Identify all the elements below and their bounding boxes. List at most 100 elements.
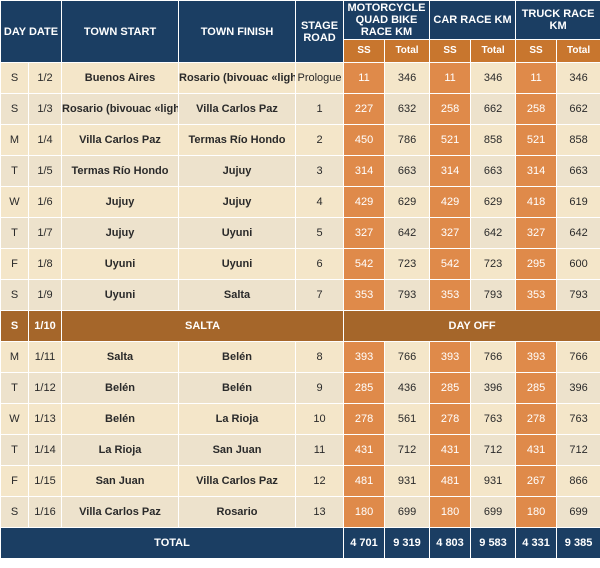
rest-day-row: S 1/10 SALTA DAY OFF xyxy=(0,310,600,342)
truck-total-cell: 642 xyxy=(556,217,600,249)
town-start-cell: Villa Carlos Paz xyxy=(61,124,180,156)
truck-total-cell: 793 xyxy=(556,279,600,311)
town-finish-cell: Rosario xyxy=(178,496,297,528)
header-truck-ss: SS xyxy=(515,39,558,63)
truck-ss-cell: 285 xyxy=(515,372,558,404)
town-start-cell: Belén xyxy=(61,403,180,435)
date-cell: 1/9 xyxy=(27,279,63,311)
day-cell: T xyxy=(0,217,29,249)
total-car-total: 9 583 xyxy=(470,527,517,559)
total-truck-total: 9 385 xyxy=(556,527,600,559)
moto-ss-cell: 450 xyxy=(343,124,386,156)
header-town-start: TOWN START xyxy=(61,0,180,63)
date-cell: 1/16 xyxy=(27,496,63,528)
table-row: W 1/13 Belén La Rioja 10 278 561 278 763 278 763 xyxy=(0,403,600,435)
moto-total-cell: 561 xyxy=(384,403,431,435)
truck-ss-cell: 295 xyxy=(515,248,558,280)
town-start-cell: Jujuy xyxy=(61,186,180,218)
town-start-cell: Buenos Aires xyxy=(61,62,180,94)
day-cell: F xyxy=(0,465,29,497)
truck-total-cell: 619 xyxy=(556,186,600,218)
stage-cell: 2 xyxy=(295,124,345,156)
car-ss-cell: 258 xyxy=(429,93,472,125)
truck-total-cell: 699 xyxy=(556,496,600,528)
town-finish-cell: Villa Carlos Paz xyxy=(178,465,297,497)
table-row: M 1/4 Villa Carlos Paz Termas Río Hondo 2 450… xyxy=(0,124,600,156)
car-total-cell: 629 xyxy=(470,186,517,218)
table-row: T 1/7 Jujuy Uyuni 5 327 642 327 642 327 642 xyxy=(0,217,600,249)
truck-total-cell: 663 xyxy=(556,155,600,187)
day-cell: S xyxy=(0,279,29,311)
table-row: S 1/16 Villa Carlos Paz Rosario 13 180 699 180 6… xyxy=(0,496,600,528)
car-total-cell: 858 xyxy=(470,124,517,156)
header-car-ss: SS xyxy=(429,39,472,63)
stage-cell: 7 xyxy=(295,279,345,311)
truck-ss-cell: 353 xyxy=(515,279,558,311)
header-town-finish: TOWN FINISH xyxy=(178,0,297,63)
header-truck-total: Total xyxy=(556,39,600,63)
truck-total-cell: 712 xyxy=(556,434,600,466)
header-stage-road: STAGE ROAD xyxy=(295,0,345,63)
town-finish-cell: Villa Carlos Paz xyxy=(178,93,297,125)
moto-total-cell: 632 xyxy=(384,93,431,125)
town-finish-cell: San Juan xyxy=(178,434,297,466)
truck-ss-cell: 418 xyxy=(515,186,558,218)
car-total-cell: 723 xyxy=(470,248,517,280)
stage-cell: 5 xyxy=(295,217,345,249)
moto-ss-cell: 278 xyxy=(343,403,386,435)
car-total-cell: 699 xyxy=(470,496,517,528)
truck-ss-cell: 11 xyxy=(515,62,558,94)
town-finish-cell: Jujuy xyxy=(178,186,297,218)
town-start-cell: Jujuy xyxy=(61,217,180,249)
moto-ss-cell: 429 xyxy=(343,186,386,218)
town-finish-cell: Jujuy xyxy=(178,155,297,187)
moto-total-cell: 663 xyxy=(384,155,431,187)
car-ss-cell: 314 xyxy=(429,155,472,187)
moto-total-cell: 699 xyxy=(384,496,431,528)
car-ss-cell: 542 xyxy=(429,248,472,280)
town-start-cell: Termas Río Hondo xyxy=(61,155,180,187)
header-truck: TRUCK RACE KM xyxy=(515,0,600,40)
moto-ss-cell: 180 xyxy=(343,496,386,528)
car-total-cell: 763 xyxy=(470,403,517,435)
total-moto-total: 9 319 xyxy=(384,527,431,559)
moto-ss-cell: 431 xyxy=(343,434,386,466)
table-row: T 1/5 Termas Río Hondo Jujuy 3 314 663 314 663 31… xyxy=(0,155,600,187)
truck-ss-cell: 521 xyxy=(515,124,558,156)
day-cell: T xyxy=(0,372,29,404)
moto-ss-cell: 542 xyxy=(343,248,386,280)
truck-ss-cell: 278 xyxy=(515,403,558,435)
day-cell: F xyxy=(0,248,29,280)
truck-ss-cell: 314 xyxy=(515,155,558,187)
table-row: M 1/11 Salta Belén 8 393 766 393 766 393 766 xyxy=(0,341,600,373)
day-cell: S xyxy=(0,93,29,125)
table-row: T 1/14 La Rioja San Juan 11 431 712 431 712 431 71… xyxy=(0,434,600,466)
day-cell: W xyxy=(0,403,29,435)
town-finish-cell: Uyuni xyxy=(178,248,297,280)
car-total-cell: 793 xyxy=(470,279,517,311)
town-start-cell: San Juan xyxy=(61,465,180,497)
moto-ss-cell: 327 xyxy=(343,217,386,249)
truck-ss-cell: 267 xyxy=(515,465,558,497)
town-finish-cell: Termas Río Hondo xyxy=(178,124,297,156)
moto-ss-cell: 481 xyxy=(343,465,386,497)
date-cell: 1/10 xyxy=(27,310,63,342)
date-cell: 1/8 xyxy=(27,248,63,280)
stage-cell: 8 xyxy=(295,341,345,373)
moto-total-cell: 793 xyxy=(384,279,431,311)
moto-ss-cell: 11 xyxy=(343,62,386,94)
moto-total-cell: 629 xyxy=(384,186,431,218)
truck-ss-cell: 180 xyxy=(515,496,558,528)
car-total-cell: 396 xyxy=(470,372,517,404)
stage-cell: 6 xyxy=(295,248,345,280)
car-ss-cell: 11 xyxy=(429,62,472,94)
table-row: S 1/9 Uyuni Salta 7 353 793 353 793 353 793 xyxy=(0,279,600,311)
car-ss-cell: 353 xyxy=(429,279,472,311)
car-total-cell: 712 xyxy=(470,434,517,466)
stage-cell: 11 xyxy=(295,434,345,466)
table-footer: TOTAL 4 701 9 319 4 803 9 583 4 331 9 38… xyxy=(0,527,600,559)
day-cell: M xyxy=(0,124,29,156)
